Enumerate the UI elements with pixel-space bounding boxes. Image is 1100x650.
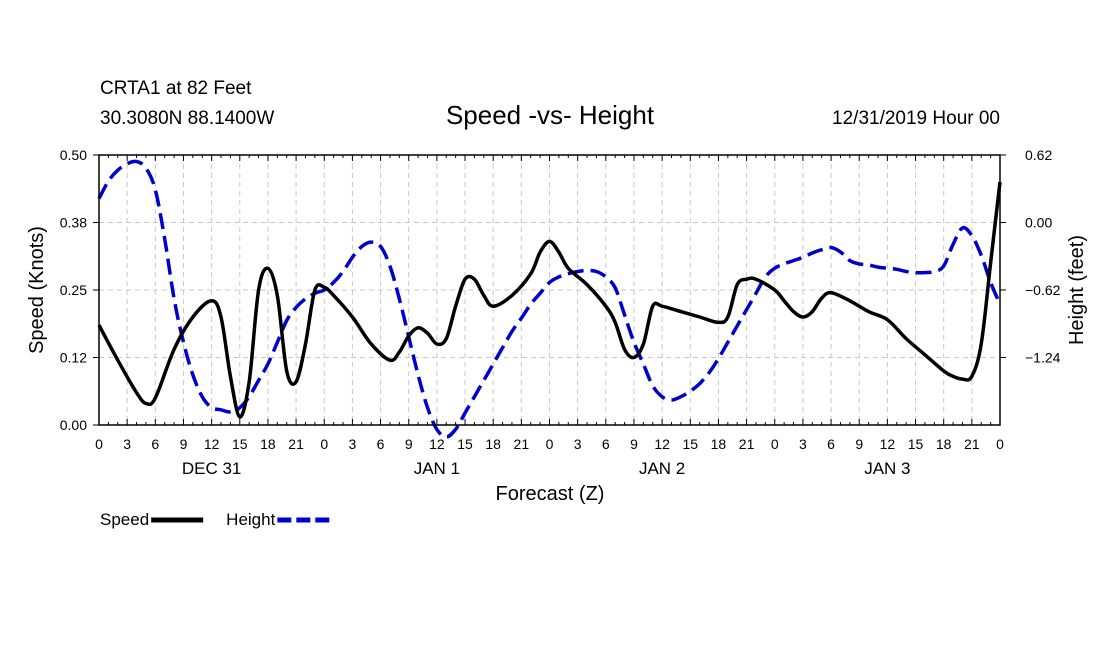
x-tick-label: 21 [964, 436, 980, 452]
location-label: 30.3080N 88.1400W [100, 108, 274, 129]
x-tick-label: 21 [514, 436, 530, 452]
legend: Speed Height [100, 510, 330, 529]
y-right-tick-label: 0.62 [1025, 147, 1052, 163]
x-tick-label: 3 [349, 436, 357, 452]
x-tick-label: 0 [771, 436, 779, 452]
x-tick-label: 6 [602, 436, 610, 452]
day-label: JAN 1 [414, 459, 460, 478]
x-tick-label: 21 [739, 436, 755, 452]
x-tick-label: 18 [936, 436, 952, 452]
y-axis-left-label: Speed (Knots) [26, 226, 48, 354]
legend-label-height: Height [226, 510, 275, 529]
x-tick-label: 0 [95, 436, 103, 452]
x-tick-label: 3 [574, 436, 582, 452]
legend-label-speed: Speed [100, 510, 149, 529]
x-tick-label: 9 [855, 436, 863, 452]
x-tick-label: 21 [288, 436, 304, 452]
y-right-tick-label: −0.62 [1025, 282, 1061, 298]
speed-series-line [97, 181, 1002, 419]
x-tick-label: 3 [799, 436, 807, 452]
y-right-tick-label: 0.00 [1025, 215, 1052, 231]
x-tick-label: 6 [827, 436, 835, 452]
x-tick-label: 9 [630, 436, 638, 452]
x-tick-label: 12 [204, 436, 220, 452]
x-tick-label: 18 [260, 436, 276, 452]
x-tick-label: 15 [682, 436, 698, 452]
y-left-tick-label: 0.12 [60, 350, 87, 366]
station-label: CRTA1 at 82 Feet [100, 78, 252, 99]
x-axis-label: Forecast (Z) [496, 483, 605, 505]
day-label: JAN 2 [639, 459, 685, 478]
x-tick-label: 6 [377, 436, 385, 452]
x-tick-label: 15 [232, 436, 248, 452]
x-tick-label: 12 [429, 436, 445, 452]
series-layer [97, 159, 1002, 439]
x-tick-label: 0 [546, 436, 554, 452]
x-tick-label: 18 [711, 436, 727, 452]
y-left-tick-label: 0.25 [60, 282, 87, 298]
x-tick-label: 12 [880, 436, 896, 452]
grid [99, 155, 1000, 425]
x-tick-label: 9 [405, 436, 413, 452]
y-axis-right-label: Height (feet) [1066, 235, 1088, 345]
x-tick-label: 15 [908, 436, 924, 452]
x-tick-label: 12 [654, 436, 670, 452]
x-tick-label: 6 [151, 436, 159, 452]
y-left-tick-label: 0.50 [60, 147, 87, 163]
x-tick-label: 0 [996, 436, 1004, 452]
run-time-label: 12/31/2019 Hour 00 [832, 108, 1000, 129]
chart-title: Speed -vs- Height [446, 100, 655, 130]
x-tick-label: 3 [123, 436, 131, 452]
y-left-tick-label: 0.00 [60, 417, 87, 433]
x-tick-label: 9 [180, 436, 188, 452]
y-left-tick-label: 0.38 [60, 215, 87, 231]
day-label: DEC 31 [182, 459, 242, 478]
x-tick-label: 15 [457, 436, 473, 452]
height-series-line [97, 159, 1002, 439]
x-tick-label: 0 [320, 436, 328, 452]
y-right-tick-label: −1.24 [1025, 350, 1061, 366]
x-tick-label: 18 [485, 436, 501, 452]
day-label: JAN 3 [864, 459, 910, 478]
axes: 0 3 6 9 12 15 18 21 0 3 6 9 12 15 18 21 0 3 6 9 12 15 18 21 0 3 6 9… [60, 147, 1061, 478]
